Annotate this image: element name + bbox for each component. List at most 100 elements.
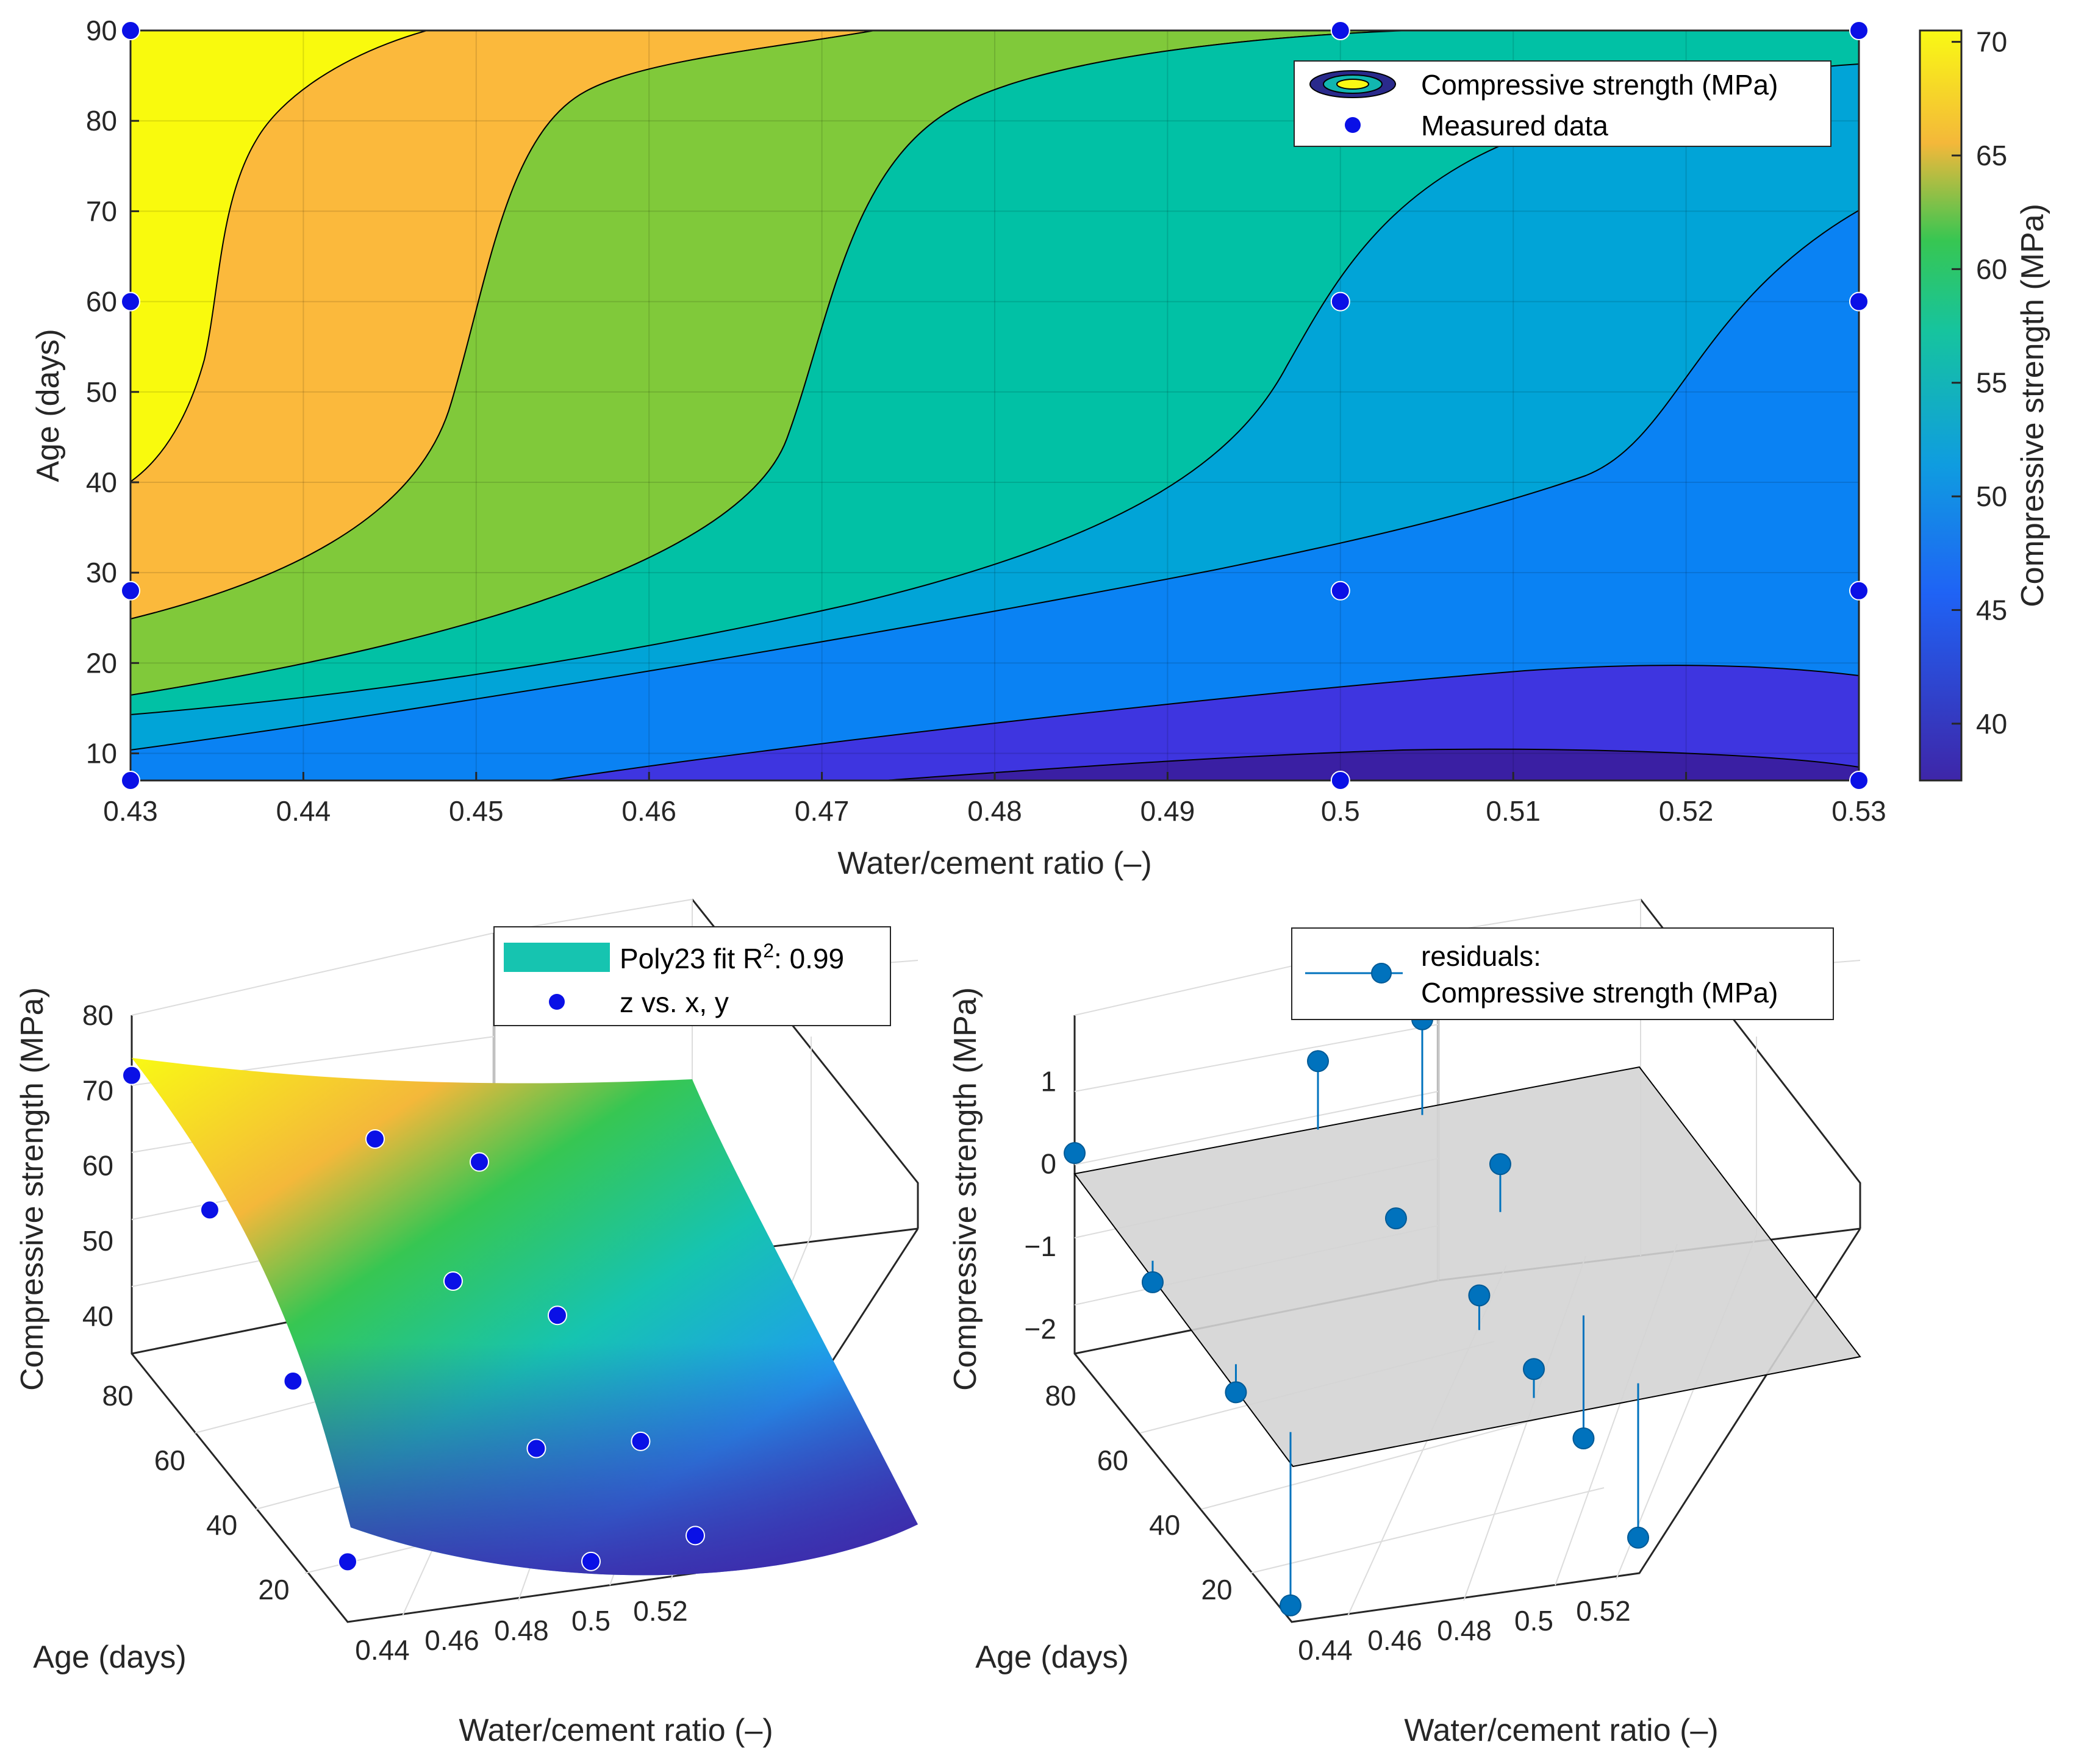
contour-y-ticks: 10 20 30 40 50 60 70 80 90	[86, 15, 139, 770]
surface-y-tick-label: 20	[258, 1574, 289, 1605]
residual-y-ticks: 20 40 60 80	[1045, 1380, 1232, 1605]
measured-point	[1849, 21, 1869, 40]
contour-x-tick-label: 0.46	[621, 795, 676, 827]
measured-point	[1330, 580, 1350, 601]
surface-y-tick-label: 80	[102, 1380, 133, 1412]
measured-point	[121, 580, 140, 601]
contour-fills	[131, 30, 1859, 780]
contour-band-55	[131, 30, 1859, 716]
residual-legend: residuals: Compressive strength (MPa)	[1291, 927, 1834, 1020]
residual-panel: −2 −1 0 1 20 40 60 80 0.44 0.46 0.48 0.5 0.52 Wate…	[948, 898, 1861, 1748]
colorbar-ticks: 40 45 50 55 60 65 70	[1952, 26, 2007, 740]
measured-point	[121, 291, 140, 312]
residual-y-label: Age (days)	[975, 1640, 1128, 1675]
legend-points-label: Measured data	[1421, 110, 1608, 141]
residual-x-tick-label: 0.44	[1298, 1634, 1353, 1666]
fitted-surface	[132, 1058, 918, 1576]
surface-data-point	[631, 1431, 651, 1451]
contour-y-label: Age (days)	[30, 329, 66, 482]
surface-legend: Poly23 fit R2: 0.99 z vs. x, y	[493, 926, 891, 1026]
contour-x-tick-label: 0.52	[1659, 795, 1714, 827]
residual-point	[1225, 1381, 1247, 1404]
surface-y-label: Age (days)	[33, 1640, 186, 1675]
residual-point	[1468, 1284, 1491, 1307]
contour-y-tick-label: 40	[86, 466, 117, 498]
measured-point	[1330, 291, 1350, 312]
surface-x-tick-label: 0.48	[494, 1615, 549, 1646]
contour-y-tick-label: 90	[86, 15, 117, 46]
surface-x-tick-label: 0.52	[633, 1595, 688, 1627]
residual-z-label: Compressive strength (MPa)	[948, 987, 983, 1391]
residual-x-ticks: 0.44 0.46 0.48 0.5 0.52	[1298, 1595, 1631, 1666]
colorbar-tick-label: 55	[1976, 367, 2007, 399]
contour-band-35	[884, 748, 1859, 780]
measured-point	[1330, 21, 1350, 40]
contour-x-tick-label: 0.53	[1831, 795, 1886, 827]
surface-y-tick-label: 60	[154, 1444, 185, 1476]
contour-y-tick-label: 70	[86, 195, 117, 227]
contour-x-tick-label: 0.5	[1321, 795, 1360, 827]
contour-grid	[130, 30, 1860, 780]
surface-z-ticks: 40 50 60 70 80	[82, 999, 113, 1332]
legend-surface-label: Compressive strength (MPa)	[1421, 69, 1778, 101]
surface-legend-marker	[549, 994, 565, 1010]
residual-point	[1307, 1050, 1329, 1073]
surface-data-point	[338, 1552, 357, 1572]
measured-point	[121, 771, 140, 790]
legend-surface-swatch	[504, 943, 610, 972]
residual-x-tick-label: 0.5	[1514, 1605, 1553, 1637]
contour-legend: Compressive strength (MPa) Measured data	[1294, 60, 1831, 147]
contour-panel: 0.43 0.44 0.45 0.46 0.47 0.48 0.49 0.5 0.51 0.52 0…	[30, 15, 2050, 881]
residual-point	[1141, 1271, 1164, 1293]
surface-data-point	[122, 1065, 141, 1085]
colorbar: 40 45 50 55 60 65 70 Compressive strength (MPa…	[1919, 26, 2050, 782]
contour-x-tick-label: 0.45	[449, 795, 504, 827]
contour-x-tick-label: 0.48	[967, 795, 1022, 827]
surface-data-point	[199, 1200, 220, 1220]
residual-legend-line2: Compressive strength (MPa)	[1421, 977, 1778, 1009]
residual-point	[1627, 1526, 1649, 1549]
residual-point	[1572, 1427, 1595, 1450]
colorbar-tick-label: 50	[1976, 480, 2007, 512]
contour-band-45	[131, 209, 1859, 780]
surface-data-point	[470, 1152, 489, 1172]
surface-z-tick-label: 80	[82, 999, 113, 1031]
contour-measured-points	[121, 21, 1869, 790]
residual-point	[1489, 1153, 1511, 1176]
contour-x-tick-label: 0.51	[1486, 795, 1541, 827]
residual-stems	[1064, 1008, 1649, 1616]
contour-x-tick-label: 0.47	[795, 795, 850, 827]
surface-legend-fit: Poly23 fit R2: 0.99	[620, 940, 844, 974]
residual-z-tick-label: 0	[1040, 1148, 1056, 1180]
contour-x-ticks: 0.43 0.44 0.45 0.46 0.47 0.48 0.49 0.5 0.51 0.52 0…	[103, 772, 1886, 827]
surface-data-point	[686, 1526, 705, 1546]
residual-point	[1523, 1358, 1545, 1380]
residual-x-tick-label: 0.52	[1576, 1595, 1631, 1627]
contour-y-tick-label: 20	[86, 647, 117, 679]
contour-x-tick-label: 0.43	[103, 795, 158, 827]
contour-x-tick-label: 0.44	[276, 795, 331, 827]
colorbar-tick-label: 70	[1976, 26, 2007, 58]
measured-point	[1849, 771, 1869, 790]
colorbar-tick-label: 40	[1976, 708, 2007, 740]
surface-data-point	[365, 1129, 385, 1149]
surface-x-ticks: 0.44 0.46 0.48 0.5 0.52	[355, 1595, 688, 1666]
residual-y-tick-label: 60	[1097, 1444, 1128, 1476]
contour-y-tick-label: 60	[86, 286, 117, 318]
measured-point	[1849, 580, 1869, 601]
residual-point	[1280, 1594, 1301, 1616]
surface-x-tick-label: 0.5	[571, 1605, 610, 1637]
surface-z-tick-label: 40	[82, 1300, 113, 1332]
measured-point	[1330, 771, 1350, 790]
residual-z-tick-label: 1	[1040, 1065, 1056, 1097]
surface-x-tick-label: 0.46	[424, 1624, 479, 1656]
residual-x-label: Water/cement ratio (–)	[1404, 1713, 1718, 1748]
surface-z-tick-label: 60	[82, 1150, 113, 1182]
residual-z-ticks: −2 −1 0 1	[1025, 1065, 1056, 1344]
contour-band-70	[131, 30, 428, 483]
surface-y-ticks: 20 40 60 80	[102, 1380, 289, 1605]
surface-data-point	[547, 1305, 567, 1326]
colorbar-tick-label: 65	[1976, 140, 2007, 171]
residual-y-tick-label: 80	[1045, 1380, 1076, 1412]
